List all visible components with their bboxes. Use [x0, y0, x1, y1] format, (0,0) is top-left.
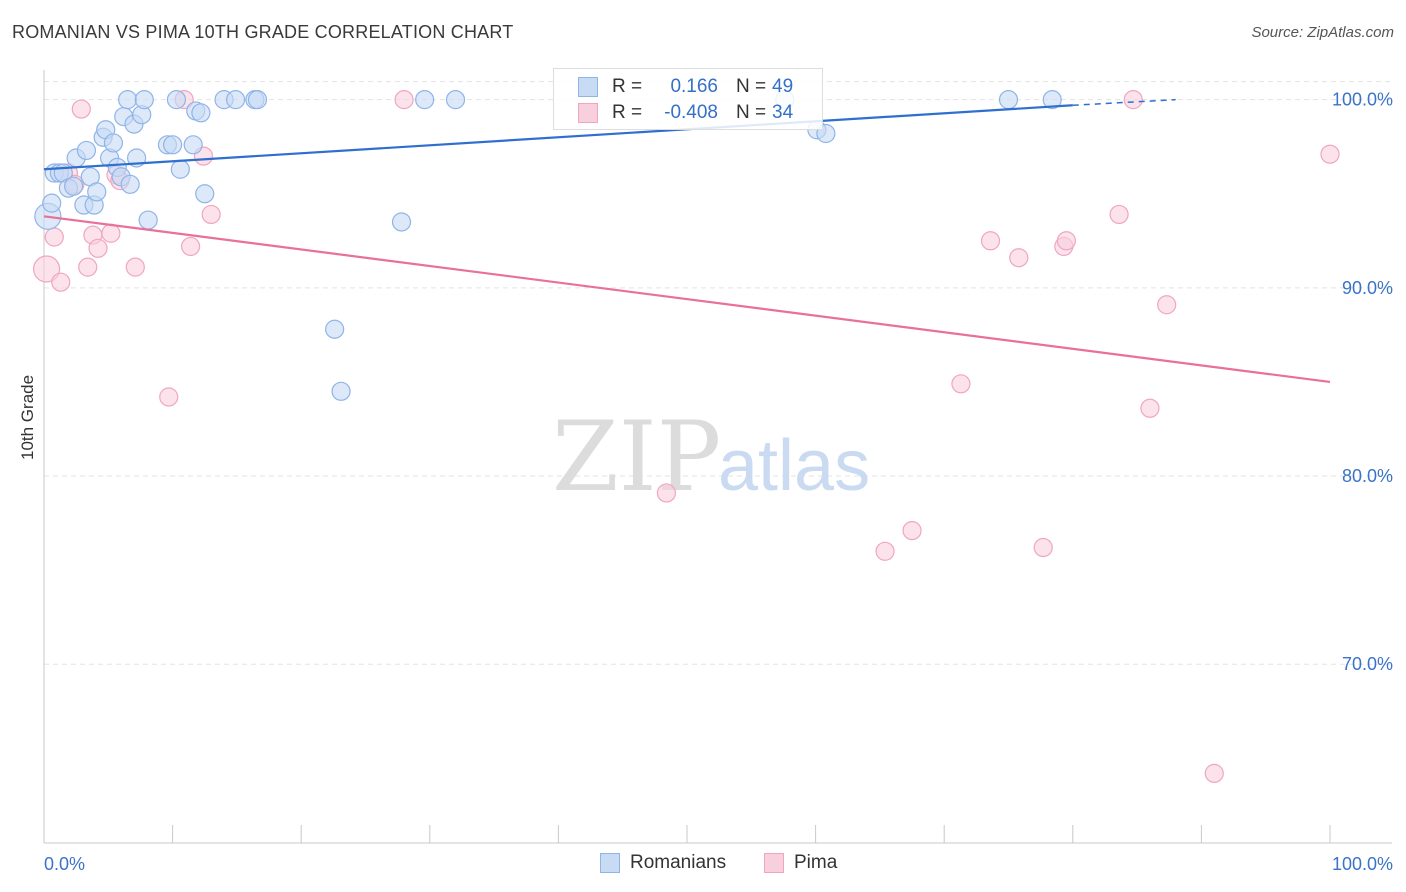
r-label: R =	[612, 102, 643, 123]
pima-point	[71, 99, 91, 119]
romanians-point	[63, 176, 84, 196]
n-value: 34	[772, 102, 794, 123]
n-value: 49	[772, 76, 794, 97]
pima-point	[125, 257, 145, 277]
romanians-point	[42, 193, 62, 213]
stats-row-romanians: R = 0.166 N = 49	[554, 74, 822, 100]
stats-row-pima: R = -0.408 N = 34	[554, 100, 822, 126]
x-tick-label: 0.0%	[44, 854, 85, 874]
romanians-point	[1042, 90, 1062, 110]
source-label: Source: ZipAtlas.com	[1251, 24, 1394, 41]
pima-point	[1109, 204, 1129, 225]
y-tick-label: 90.0%	[1342, 278, 1393, 298]
n-label: N =	[736, 102, 767, 123]
pima-point	[201, 204, 221, 225]
y-tick-label: 70.0%	[1342, 654, 1393, 674]
romanians-swatch	[578, 77, 598, 97]
romanians-point	[134, 90, 154, 110]
pima-point	[656, 483, 677, 503]
romanians-point	[415, 90, 435, 110]
pima-point	[394, 90, 414, 110]
romanians-point	[163, 135, 183, 155]
romanians-point	[138, 210, 158, 230]
pima-point	[951, 374, 971, 394]
pima-point	[181, 236, 201, 257]
legend-label: Pima	[794, 852, 838, 873]
y-tick-label: 100.0%	[1332, 90, 1393, 110]
r-value: 0.166	[670, 76, 718, 97]
romanians-swatch	[600, 853, 620, 873]
romanians-point	[191, 103, 211, 123]
pima-point	[1033, 537, 1053, 558]
pima-point	[1204, 763, 1224, 783]
pima-point	[980, 231, 1001, 251]
romanians-point	[170, 159, 190, 179]
romanians-point	[166, 90, 187, 110]
series-legend: Romanians Pima	[0, 852, 1406, 878]
legend-item-romanians[interactable]: Romanians	[600, 852, 726, 874]
chart-title: ROMANIAN VS PIMA 10TH GRADE CORRELATION …	[12, 22, 514, 42]
romanians-point	[391, 212, 412, 232]
tick-labels: 100.0% 90.0% 80.0% 70.0% 0.0% 100.0%	[44, 90, 1393, 874]
pima-point	[1140, 398, 1160, 418]
r-value: -0.408	[664, 102, 718, 123]
watermark: ZIP atlas	[552, 401, 870, 513]
n-label: N =	[736, 76, 767, 97]
legend-label: Romanians	[630, 852, 727, 873]
pima-point	[78, 257, 98, 277]
pima-point	[101, 223, 121, 243]
y-tick-label: 80.0%	[1342, 466, 1393, 486]
romanians-point	[445, 90, 466, 110]
pima-swatch	[578, 103, 598, 123]
pima-point	[1320, 144, 1340, 164]
pima-point	[1157, 295, 1177, 315]
pima-point	[88, 238, 108, 258]
pima-point	[51, 272, 71, 292]
pima-point	[1009, 248, 1029, 268]
romanians-point	[117, 90, 138, 110]
romanians-point	[87, 182, 107, 202]
pima-swatch	[764, 853, 784, 873]
watermark-atlas: atlas	[718, 426, 870, 506]
romanians-point	[183, 135, 203, 155]
romanians-point	[120, 174, 140, 194]
romanians-point	[226, 90, 246, 110]
legend-item-pima[interactable]: Pima	[764, 852, 837, 874]
romanians-point	[998, 90, 1019, 110]
pima-point	[875, 541, 895, 561]
romanians-point	[247, 90, 268, 110]
r-label: R =	[612, 76, 643, 97]
gridlines	[44, 81, 1392, 665]
romanians-point	[331, 381, 351, 401]
pima-point	[902, 520, 922, 541]
pima-trend-line	[43, 215, 1331, 384]
pima-point	[1056, 231, 1076, 251]
pima-point	[1123, 90, 1143, 110]
pima-point	[32, 255, 61, 283]
stats-legend: R = 0.166 N = 49 R = -0.408 N = 34	[553, 68, 823, 130]
x-tick-label: 100.0%	[1332, 854, 1393, 874]
romanians-point	[103, 133, 124, 153]
pima-point	[44, 227, 64, 247]
trend-lines	[43, 98, 1331, 384]
romanians-point	[76, 140, 97, 161]
romanians-point	[325, 319, 345, 339]
romanians-trend-line	[43, 104, 1073, 171]
watermark-zip: ZIP	[552, 401, 721, 513]
pima-point	[159, 387, 179, 407]
romanians-point	[195, 184, 215, 204]
